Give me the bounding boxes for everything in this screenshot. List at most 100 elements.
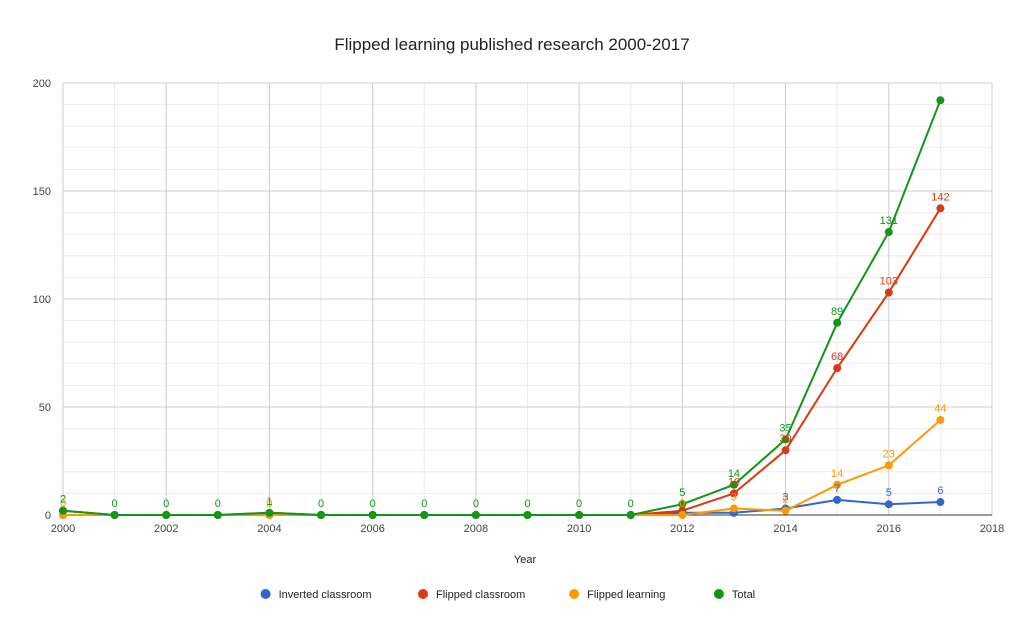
data-label-flipped-classroom: 30	[779, 433, 791, 445]
data-label-total: 0	[628, 498, 634, 510]
series-line-flipped-learning	[63, 419, 942, 516]
y-tick-label: 150	[33, 186, 51, 198]
data-label-flipped-classroom: 142	[931, 191, 949, 203]
data-point-inverted-classroom	[833, 495, 842, 504]
data-label-flipped-learning: 3	[731, 492, 737, 504]
grid-layer	[62, 82, 993, 515]
data-point-total	[420, 511, 429, 519]
data-point-flipped-learning	[729, 504, 738, 513]
data-point-total	[162, 511, 171, 519]
data-label-flipped-learning: 0	[60, 498, 66, 510]
data-label-flipped-learning: 2	[782, 494, 788, 506]
data-label-flipped-classroom: 68	[831, 351, 843, 363]
x-tick-label: 2010	[567, 523, 591, 535]
x-tick-label: 2004	[257, 523, 281, 535]
x-tick-label: 2006	[360, 523, 384, 535]
data-point-flipped-classroom	[936, 204, 945, 213]
data-label-flipped-learning: 0	[679, 498, 685, 510]
data-point-flipped-learning	[884, 461, 893, 470]
x-tick-label: 2002	[154, 523, 178, 535]
legend-marker	[260, 589, 271, 599]
x-tick-label: 2008	[464, 523, 488, 535]
data-label-flipped-learning: 0	[266, 498, 272, 510]
x-tick-label: 2016	[877, 523, 901, 535]
series-layer	[59, 96, 945, 519]
x-tick-label: 2000	[51, 523, 75, 535]
data-label-inverted-classroom: 7	[834, 483, 840, 495]
data-point-total	[729, 480, 738, 489]
x-tick-label: 2012	[670, 523, 694, 535]
data-point-flipped-learning	[781, 506, 790, 515]
legend-item-inverted-classroom[interactable]: Inverted classroom	[260, 589, 372, 601]
data-point-flipped-classroom	[781, 446, 790, 455]
legend-label: Flipped learning	[587, 589, 665, 601]
legend-label: Inverted classroom	[279, 589, 372, 601]
data-label-total: 0	[318, 498, 324, 510]
data-point-total	[781, 435, 790, 444]
data-point-flipped-learning	[678, 511, 687, 519]
data-label-total: 0	[163, 498, 169, 510]
data-label-total: 131	[880, 215, 898, 227]
legend-item-flipped-learning[interactable]: Flipped learning	[569, 589, 665, 601]
data-point-total	[110, 511, 119, 519]
data-label-flipped-learning: 23	[883, 448, 895, 460]
data-point-total	[265, 508, 274, 517]
data-point-total	[317, 511, 326, 519]
data-point-total	[471, 511, 480, 519]
data-label-total: 2	[60, 494, 66, 506]
data-label-flipped-learning: 44	[934, 403, 946, 415]
data-label-flipped-classroom: 10	[728, 476, 740, 488]
data-label-total: 0	[524, 498, 530, 510]
series-line-inverted-classroom	[62, 498, 941, 516]
series-line-flipped-classroom	[63, 207, 942, 516]
data-point-total	[936, 96, 945, 105]
data-label-total: 0	[215, 498, 221, 510]
data-point-inverted-classroom	[936, 498, 945, 507]
data-label-total: 0	[370, 498, 376, 510]
data-point-flipped-classroom	[884, 288, 893, 297]
data-label-total: 89	[831, 306, 843, 318]
data-label-flipped-classroom: 103	[880, 276, 898, 288]
data-point-total	[213, 511, 222, 519]
legend-marker	[569, 589, 580, 599]
data-label-total: 1	[266, 496, 272, 508]
data-point-total	[523, 511, 532, 519]
legend-label: Flipped classroom	[436, 589, 525, 601]
y-tick-label: 200	[33, 78, 51, 90]
legend-item-flipped-classroom[interactable]: Flipped classroom	[418, 589, 525, 601]
data-label-total: 5	[679, 487, 685, 499]
x-tick-label: 2014	[773, 523, 797, 535]
data-label-total: 0	[473, 498, 479, 510]
y-tick-label: 100	[33, 294, 51, 306]
y-tick-label: 0	[45, 510, 51, 522]
data-label-inverted-classroom: 6	[937, 485, 943, 497]
data-point-total	[833, 318, 842, 327]
data-point-flipped-classroom	[833, 364, 842, 373]
data-point-total	[678, 500, 687, 509]
legend-item-total[interactable]: Total	[713, 589, 755, 601]
data-point-total	[368, 511, 377, 519]
data-point-total	[884, 228, 893, 237]
y-tick-label: 50	[39, 402, 51, 414]
data-point-total	[626, 511, 635, 519]
x-tick-label: 2018	[980, 523, 1004, 535]
data-label-flipped-learning: 14	[831, 468, 843, 480]
data-point-flipped-learning	[936, 415, 945, 424]
data-point-inverted-classroom	[884, 500, 893, 509]
data-label-total: 0	[112, 498, 118, 510]
series-line-total	[62, 99, 942, 516]
chart-title: Flipped learning published research 2000…	[334, 35, 689, 54]
data-label-total: 0	[576, 498, 582, 510]
data-label-total: 14	[728, 468, 740, 480]
data-label-inverted-classroom: 3	[782, 492, 788, 504]
data-label-inverted-classroom: 5	[886, 487, 892, 499]
x-axis-title: Year	[514, 554, 537, 566]
series-total	[59, 96, 945, 519]
legend: Inverted classroom Flipped classroom Flipp…	[260, 589, 755, 601]
data-point-flipped-classroom	[729, 489, 738, 498]
data-point-total	[59, 506, 67, 515]
